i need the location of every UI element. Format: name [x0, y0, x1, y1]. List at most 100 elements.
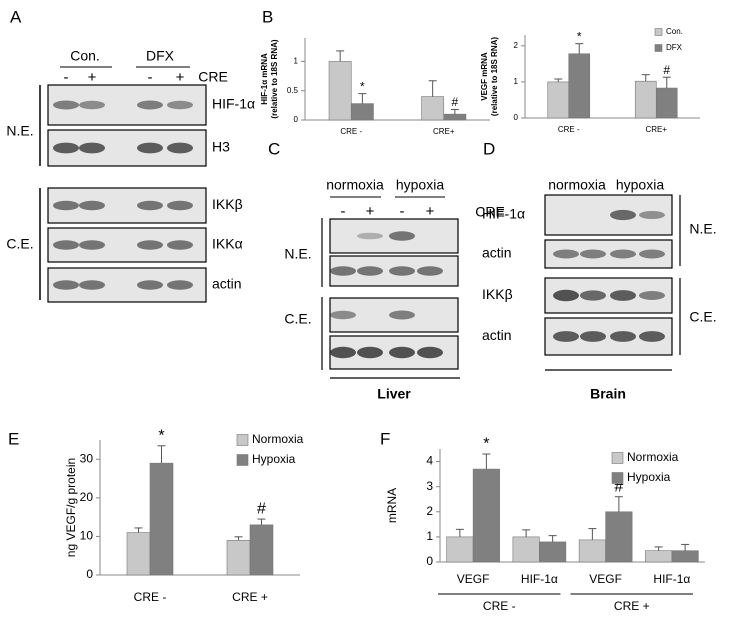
bar — [512, 536, 540, 563]
x-tick-label: CRE - — [134, 590, 167, 604]
lane-label: - — [148, 69, 153, 86]
blot-band — [167, 200, 193, 211]
y-tick-label: 1 — [294, 57, 299, 66]
lane-label: + — [176, 69, 185, 86]
group-label: normoxia — [326, 177, 384, 193]
blot-band — [357, 266, 383, 276]
group-label: hypoxia — [616, 177, 664, 193]
blot-band — [610, 331, 636, 342]
blot-band — [389, 310, 415, 320]
y-axis-label: (relative to 18S RNA) — [270, 39, 279, 118]
lane-label: + — [426, 203, 435, 220]
legend-swatch — [611, 472, 624, 484]
blot-band — [580, 249, 606, 259]
blot-band — [639, 291, 665, 300]
blot-band — [580, 331, 606, 342]
blot-band — [417, 266, 443, 276]
blot-band — [53, 100, 79, 110]
bar — [671, 550, 699, 563]
blot-band — [79, 280, 105, 290]
tissue-label: Liver — [377, 386, 411, 402]
legend-swatch — [236, 434, 249, 446]
blot-band — [357, 346, 383, 359]
blot-band — [610, 290, 636, 301]
blot-band — [357, 232, 383, 240]
blot-band — [167, 240, 193, 250]
significance-marker: # — [452, 95, 459, 109]
blot-band — [330, 346, 356, 359]
blot-band — [53, 200, 79, 211]
y-tick-label: 0.5 — [287, 86, 299, 95]
lane-label: - — [64, 69, 69, 86]
group-label: CRE - — [483, 599, 516, 613]
blot-band — [79, 100, 105, 110]
blot-band — [389, 346, 415, 359]
bar — [443, 113, 467, 121]
y-tick-label: 30 — [80, 451, 94, 465]
bar — [645, 550, 673, 563]
band-label: IKKα — [212, 236, 243, 252]
blot-band — [167, 142, 193, 154]
lane-label: - — [341, 203, 346, 220]
treatment-label: CRE — [198, 69, 228, 85]
y-tick-label: 1 — [426, 529, 433, 543]
significance-marker: # — [614, 478, 623, 495]
y-axis-label: mRNA — [385, 488, 399, 523]
legend-label: Con. — [666, 27, 683, 36]
blot-band — [639, 210, 665, 220]
y-tick-label: 10 — [80, 529, 94, 543]
blot-band — [137, 100, 163, 110]
blot-band — [137, 142, 163, 154]
blot-band — [610, 209, 636, 221]
lane-label: - — [400, 203, 405, 220]
bar — [149, 462, 174, 576]
bar — [472, 468, 500, 563]
group-label: hypoxia — [396, 177, 444, 193]
y-tick-label: 20 — [80, 490, 94, 504]
fraction-label: N.E. — [689, 221, 716, 237]
significance-marker: * — [158, 427, 164, 444]
panel-label: E — [8, 429, 19, 448]
blot-band — [389, 231, 415, 241]
x-tick-label: CRE - — [340, 127, 362, 136]
blot-band — [137, 280, 163, 290]
significance-marker: * — [360, 79, 365, 93]
blot-band — [53, 280, 79, 290]
blot-band — [553, 331, 579, 342]
group-label: normoxia — [548, 177, 606, 193]
y-axis-label: VEGF mRNA — [480, 52, 489, 101]
blot-band — [610, 249, 636, 259]
panel-label: F — [380, 429, 390, 448]
bar — [446, 536, 474, 563]
chart: 0 0.5 1 HIF-1α mRNA (relative to 18S RNA) CRE… — [260, 38, 490, 136]
blot-band — [137, 240, 163, 250]
blot-band — [639, 331, 665, 342]
fraction-label: C.E. — [284, 311, 311, 327]
bar — [547, 81, 570, 119]
bar — [655, 87, 678, 119]
bar — [126, 532, 151, 576]
legend-swatch — [654, 28, 663, 36]
blot-band — [167, 280, 193, 290]
panel-label: C — [268, 139, 280, 158]
band-label: HIF-1α — [482, 206, 525, 222]
blot-band — [330, 310, 356, 320]
blot-band — [389, 266, 415, 276]
blot-band — [417, 346, 443, 359]
legend-label: DFX — [666, 43, 683, 52]
y-tick-label: 0 — [294, 115, 299, 124]
blot-band — [79, 200, 105, 211]
y-tick-label: 1 — [514, 77, 519, 86]
band-label: HIF-1α — [212, 96, 255, 112]
x-tick-label: CRE+ — [645, 125, 667, 134]
y-axis-label: HIF-1α mRNA — [260, 53, 269, 105]
fraction-label: C.E. — [689, 309, 716, 325]
blot-band — [137, 200, 163, 211]
group-label: DFX — [146, 48, 175, 64]
fraction-label: C.E. — [6, 236, 33, 252]
band-label: actin — [212, 276, 242, 292]
x-tick-label: VEGF — [589, 572, 622, 586]
bar — [249, 524, 274, 576]
